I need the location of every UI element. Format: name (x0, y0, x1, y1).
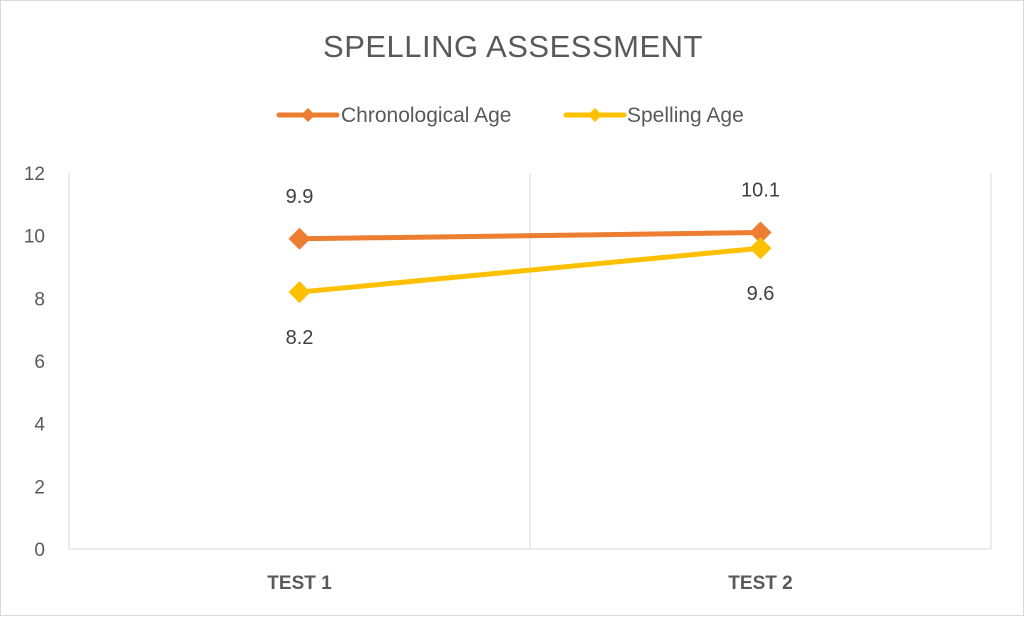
data-point (288, 281, 311, 304)
y-tick-label: 0 (34, 540, 45, 561)
data-label: 8.2 (286, 327, 314, 349)
legend-label: Chronological Age (341, 104, 511, 127)
chart-title: SPELLING ASSESSMENT (323, 29, 703, 64)
data-label: 9.6 (747, 283, 775, 305)
legend-marker (301, 108, 315, 122)
data-point (288, 227, 311, 250)
legend-marker (588, 108, 602, 122)
y-tick-label: 10 (24, 227, 45, 248)
y-tick-label: 2 (34, 477, 45, 498)
x-tick-label: TEST 1 (267, 573, 332, 594)
data-label: 9.9 (286, 186, 314, 208)
y-tick-label: 6 (34, 352, 45, 373)
series-line (297, 230, 763, 242)
series-line (297, 245, 763, 295)
y-tick-label: 4 (34, 415, 45, 436)
legend-label: Spelling Age (627, 104, 744, 127)
y-tick-label: 8 (34, 289, 45, 310)
data-label: 10.1 (741, 180, 780, 202)
data-point (749, 237, 772, 260)
y-tick-label: 12 (24, 164, 45, 185)
data-point (749, 221, 772, 244)
x-tick-label: TEST 2 (728, 573, 792, 594)
